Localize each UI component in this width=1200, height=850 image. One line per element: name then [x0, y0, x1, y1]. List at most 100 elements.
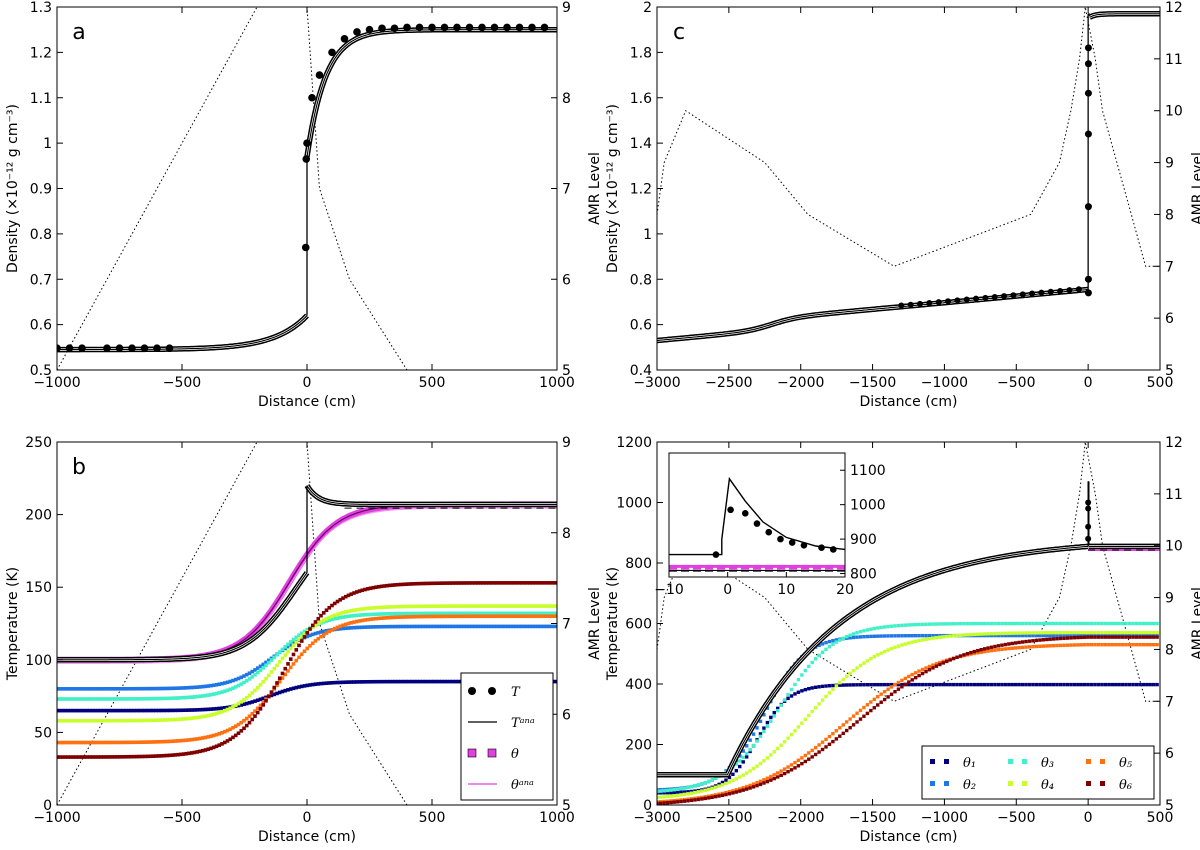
group-point	[827, 742, 832, 746]
group-point	[313, 623, 318, 628]
group-point	[126, 686, 131, 691]
group-point	[996, 631, 1001, 636]
group-point	[789, 763, 794, 767]
group-point	[951, 682, 956, 687]
x-axis-label: Distance (cm)	[860, 394, 958, 410]
group-point	[1148, 630, 1152, 635]
y-tick-label: 1000	[616, 496, 652, 512]
group-point	[979, 648, 983, 652]
group-point	[280, 671, 285, 676]
x-tick-label: −1500	[849, 375, 896, 391]
group-point	[1124, 630, 1128, 635]
density-marker	[528, 23, 536, 32]
group-point	[1024, 645, 1028, 649]
group-point	[363, 680, 367, 684]
group-point	[734, 788, 739, 792]
group-point	[920, 671, 925, 676]
group-point	[707, 779, 711, 784]
group-point	[143, 718, 147, 723]
group-point	[1124, 635, 1128, 639]
group-point	[261, 665, 266, 670]
group-point	[272, 666, 277, 671]
group-point	[824, 737, 828, 742]
group-point	[913, 622, 918, 627]
group-point	[88, 740, 92, 745]
group-point	[492, 624, 497, 629]
group-point	[118, 718, 123, 723]
group-point	[387, 605, 392, 609]
group-point	[934, 622, 939, 626]
density-marker	[1084, 89, 1092, 97]
group-point	[286, 642, 290, 647]
group-point	[154, 708, 158, 713]
group-point	[464, 614, 469, 619]
group-point	[741, 760, 745, 764]
group-point	[1017, 633, 1021, 638]
group-point	[280, 647, 285, 652]
group-point	[817, 702, 821, 706]
group-point	[1024, 631, 1028, 635]
group-point	[316, 630, 321, 635]
group-point	[327, 615, 332, 620]
group-point	[993, 682, 997, 687]
group-point	[451, 679, 455, 684]
group-point	[541, 624, 546, 629]
group-point	[1020, 621, 1025, 626]
group-point	[931, 666, 935, 670]
group-point	[209, 692, 213, 697]
group-point	[244, 678, 249, 683]
group-point	[536, 614, 541, 619]
group-point	[1031, 621, 1035, 626]
group-point	[96, 755, 101, 759]
x-tick-label: −3000	[633, 810, 680, 826]
y-axis-label: Temperature (K)	[5, 567, 21, 681]
group-point	[401, 679, 406, 684]
group-point	[255, 670, 260, 675]
group-point	[1055, 630, 1059, 635]
group-point	[1151, 621, 1156, 626]
group-point	[738, 764, 742, 769]
group-point	[762, 729, 766, 734]
group-point	[225, 728, 230, 733]
group-point	[431, 611, 436, 616]
group-point	[104, 740, 109, 745]
group-point	[927, 682, 932, 687]
group-point	[233, 733, 238, 738]
group-point	[530, 604, 535, 608]
group-point	[470, 624, 475, 629]
group-point	[451, 611, 455, 616]
group-point	[184, 695, 189, 700]
group-point	[71, 708, 76, 713]
group-point	[445, 581, 450, 585]
group-point	[827, 684, 832, 688]
group-point	[1027, 633, 1032, 638]
group-point	[357, 607, 362, 612]
group-point	[834, 684, 839, 688]
group-point	[700, 782, 704, 786]
group-point	[264, 660, 268, 665]
density-marker	[916, 300, 923, 307]
group-point	[820, 698, 825, 702]
group-point	[178, 708, 183, 713]
group-point	[724, 778, 728, 782]
group-point	[192, 750, 197, 755]
group-point	[134, 708, 139, 713]
group-point	[137, 754, 142, 759]
group-point	[57, 687, 59, 691]
group-point	[889, 685, 894, 689]
group-point	[841, 731, 845, 736]
group-point	[371, 585, 376, 590]
group-point	[924, 622, 928, 626]
group-point	[876, 682, 880, 687]
group-point	[162, 739, 167, 744]
group-point	[917, 622, 921, 627]
group-point	[269, 693, 274, 698]
group-point	[962, 682, 966, 687]
group-point	[541, 581, 546, 585]
group-point	[528, 611, 532, 616]
group-point	[253, 668, 257, 672]
group-point	[955, 633, 959, 638]
group-point	[126, 708, 131, 713]
group-point	[519, 581, 524, 585]
group-point	[393, 679, 398, 684]
